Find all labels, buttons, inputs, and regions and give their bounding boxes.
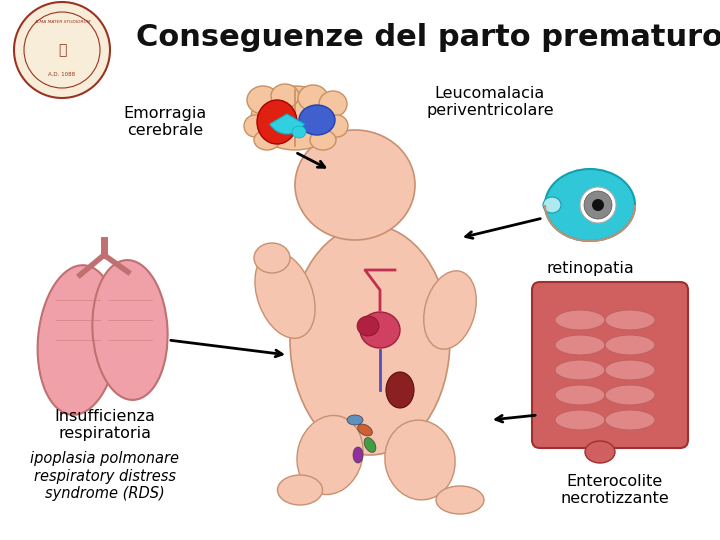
Ellipse shape <box>605 410 655 430</box>
Ellipse shape <box>277 475 323 505</box>
Ellipse shape <box>326 115 348 137</box>
Ellipse shape <box>555 385 605 405</box>
Ellipse shape <box>255 252 315 339</box>
Ellipse shape <box>424 271 476 349</box>
Ellipse shape <box>299 105 335 135</box>
Text: retinopatia: retinopatia <box>546 260 634 275</box>
Ellipse shape <box>292 126 306 138</box>
Ellipse shape <box>386 372 414 408</box>
Ellipse shape <box>360 312 400 348</box>
Ellipse shape <box>605 385 655 405</box>
Ellipse shape <box>543 197 561 213</box>
FancyBboxPatch shape <box>532 282 688 448</box>
Ellipse shape <box>585 441 615 463</box>
Text: Insufficienza
respiratoria: Insufficienza respiratoria <box>55 409 156 441</box>
Ellipse shape <box>436 486 484 514</box>
Ellipse shape <box>545 169 635 241</box>
Text: ipoplasia polmonare
respiratory distress
syndrome (RDS): ipoplasia polmonare respiratory distress… <box>30 451 179 501</box>
Ellipse shape <box>555 360 605 380</box>
Ellipse shape <box>384 420 455 500</box>
Ellipse shape <box>555 410 605 430</box>
Ellipse shape <box>605 335 655 355</box>
Ellipse shape <box>580 187 616 223</box>
Ellipse shape <box>347 415 363 425</box>
Ellipse shape <box>358 424 372 436</box>
Ellipse shape <box>555 310 605 330</box>
Ellipse shape <box>254 243 290 273</box>
Ellipse shape <box>271 84 299 108</box>
Text: ⛪: ⛪ <box>58 43 66 57</box>
Ellipse shape <box>37 265 118 415</box>
Ellipse shape <box>290 225 450 455</box>
Text: Emorragia
cerebrale: Emorragia cerebrale <box>123 106 207 138</box>
Ellipse shape <box>353 447 363 463</box>
Ellipse shape <box>357 316 379 336</box>
Circle shape <box>14 2 110 98</box>
Ellipse shape <box>555 335 605 355</box>
Text: Conseguenze del parto prematuro: Conseguenze del parto prematuro <box>137 24 720 52</box>
Text: A.D. 1088: A.D. 1088 <box>48 72 76 78</box>
Ellipse shape <box>257 100 297 144</box>
Text: ALMA MATER STUDIORUM: ALMA MATER STUDIORUM <box>34 20 90 24</box>
Ellipse shape <box>254 130 280 150</box>
Circle shape <box>592 199 604 211</box>
Ellipse shape <box>247 86 279 114</box>
Ellipse shape <box>251 86 339 150</box>
Text: Enterocolite
necrotizzante: Enterocolite necrotizzante <box>561 474 670 506</box>
Ellipse shape <box>298 85 328 111</box>
Text: Leucomalacia
periventricolare: Leucomalacia periventricolare <box>426 86 554 118</box>
Ellipse shape <box>244 115 266 137</box>
Ellipse shape <box>605 310 655 330</box>
Ellipse shape <box>310 130 336 150</box>
Wedge shape <box>270 114 305 134</box>
Ellipse shape <box>92 260 168 400</box>
Circle shape <box>584 191 612 219</box>
Ellipse shape <box>319 91 347 117</box>
Ellipse shape <box>297 415 363 495</box>
Ellipse shape <box>295 130 415 240</box>
Ellipse shape <box>605 360 655 380</box>
Ellipse shape <box>364 437 376 453</box>
